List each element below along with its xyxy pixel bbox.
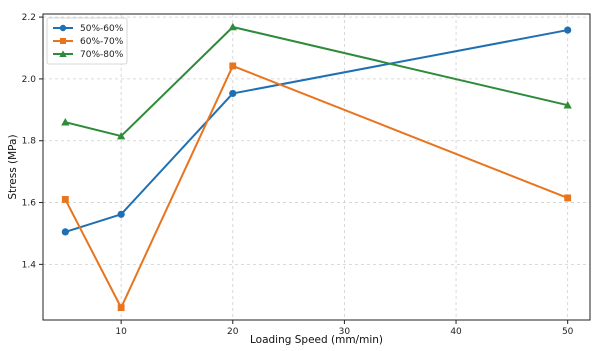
series-group — [61, 22, 572, 312]
y-tick-label: 2.0 — [22, 75, 37, 85]
series-line — [65, 29, 568, 233]
series-2 — [61, 62, 572, 312]
data-point — [61, 228, 69, 236]
legend-item: 60%-70% — [53, 37, 124, 47]
x-tick-label: 40 — [450, 327, 462, 337]
legend-box — [46, 17, 128, 65]
x-axis-label: Loading Speed (mm/min) — [250, 334, 383, 346]
series-line — [64, 64, 569, 309]
data-point — [61, 118, 70, 126]
legend-label: 60%-70% — [80, 37, 124, 47]
legend-item: 70%-80% — [53, 50, 124, 60]
grid-lines — [43, 14, 590, 320]
axis-ticks: 10 20 30 40 50 1.4 1.6 1.8 2.0 2.2 — [22, 13, 574, 337]
y-tick-label: 2.2 — [22, 13, 36, 23]
data-point — [228, 22, 237, 31]
legend-label: 50%-60% — [80, 24, 124, 34]
data-point — [564, 194, 572, 202]
series-1 — [61, 26, 572, 236]
series-line — [65, 25, 568, 138]
data-point — [117, 131, 126, 140]
y-tick-label: 1.4 — [22, 260, 37, 270]
legend: 50%-60% 60%-70% 70%-80% — [46, 17, 128, 65]
legend-marker — [59, 24, 67, 32]
y-tick-label: 1.8 — [22, 137, 37, 147]
y-axis-label: Stress (MPa) — [7, 134, 19, 199]
series-3 — [61, 22, 572, 140]
x-tick-label: 10 — [115, 327, 127, 337]
data-point — [229, 62, 237, 70]
plot-area-frame — [42, 13, 591, 321]
y-tick-label: 1.6 — [22, 199, 37, 209]
x-tick-label: 20 — [227, 327, 239, 337]
data-point — [117, 304, 125, 312]
data-point — [563, 101, 572, 109]
data-point — [564, 26, 572, 34]
data-point — [61, 196, 69, 203]
legend-marker — [59, 37, 67, 45]
legend-item: 50%-60% — [53, 24, 124, 34]
legend-marker — [59, 50, 67, 57]
x-tick-label: 50 — [562, 327, 574, 337]
x-tick-label: 30 — [339, 327, 351, 337]
data-point — [117, 210, 125, 218]
data-point — [229, 89, 237, 98]
legend-label: 70%-80% — [80, 50, 124, 60]
